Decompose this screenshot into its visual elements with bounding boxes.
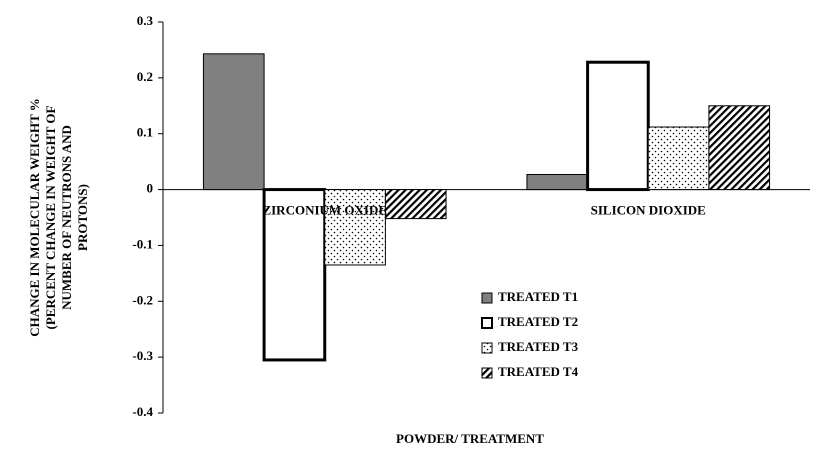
x-tick-label: SILICON DIOXIDE — [591, 203, 706, 218]
y-tick-label: 0.3 — [137, 13, 154, 28]
legend-swatch — [481, 342, 493, 354]
x-axis-title: POWDER/ TREATMENT — [396, 431, 544, 446]
y-axis-title: CHANGE IN MOLECULAR WEIGHT % (PERCENT CHA… — [27, 98, 90, 337]
bar — [526, 173, 589, 191]
y-tick-label: 0.1 — [137, 125, 153, 140]
y-tick-label: -0.3 — [132, 348, 153, 363]
x-tick-label: ZIRCONIUM OXIDE — [262, 203, 387, 218]
legend-label: TREATED T2 — [498, 314, 578, 329]
legend-label: TREATED T4 — [498, 364, 579, 379]
bar — [262, 188, 327, 362]
bar — [647, 126, 710, 191]
legend-swatch — [481, 317, 493, 329]
y-tick-label: 0.2 — [137, 69, 153, 84]
y-tick-label: 0 — [147, 181, 154, 196]
legend-label: TREATED T1 — [498, 289, 578, 304]
bar — [324, 189, 386, 266]
y-tick-label: -0.1 — [132, 236, 153, 251]
bar — [586, 60, 650, 192]
y-tick-label: -0.2 — [132, 292, 153, 307]
y-axis-title-line: PROTONS) — [75, 184, 90, 251]
legend-label: TREATED T3 — [498, 339, 579, 354]
bar — [202, 53, 265, 191]
bar — [708, 105, 771, 191]
y-axis-title-line: CHANGE IN MOLECULAR WEIGHT % — [27, 98, 42, 337]
y-axis-title-line: (PERCENT CHANGE IN WEIGHT OF — [43, 105, 58, 329]
y-tick-label: -0.4 — [132, 404, 153, 419]
y-axis-title-line: NUMBER OF NEUTRONS AND — [59, 125, 74, 310]
legend-swatch — [481, 367, 493, 379]
legend-swatch — [481, 292, 493, 304]
bar — [384, 189, 447, 220]
